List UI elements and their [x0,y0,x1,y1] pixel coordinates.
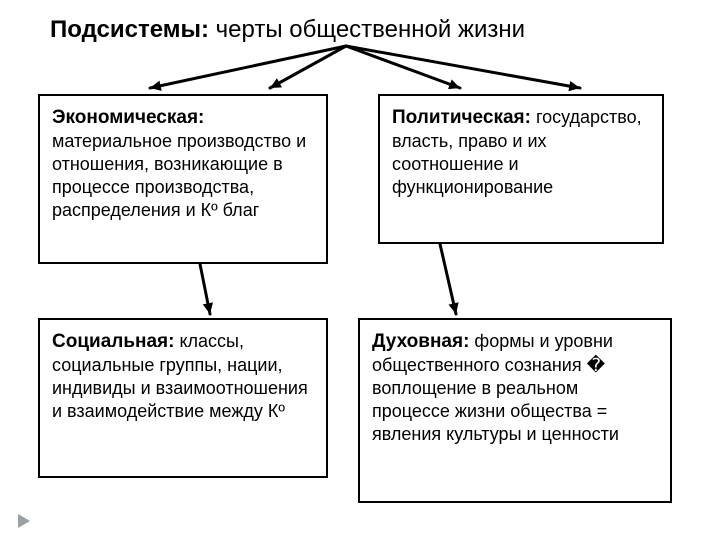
next-slide-icon [18,514,30,528]
box-political-title: Политическая: [392,107,531,128]
box-political: Политическая: государство, власть, право… [378,94,664,244]
box-economic-title: Экономическая: [52,107,204,128]
box-social: Социальная: классы, социальные группы, н… [38,318,328,478]
box-spiritual: Духовная: формы и уровни общественного с… [358,318,672,503]
diagram-stage: Подсистемы: черты общественной жизни Эко… [0,0,720,540]
title-rest: черты общественной жизни [209,16,525,43]
title-strong: Подсистемы: [50,16,209,43]
box-spiritual-title: Духовная: [372,331,469,352]
box-economic: Экономическая: материальное производство… [38,94,328,264]
box-economic-body: материальное производство и отношения, в… [52,131,306,220]
box-social-title: Социальная: [52,331,174,352]
diagram-title: Подсистемы: черты общественной жизни [50,16,670,45]
